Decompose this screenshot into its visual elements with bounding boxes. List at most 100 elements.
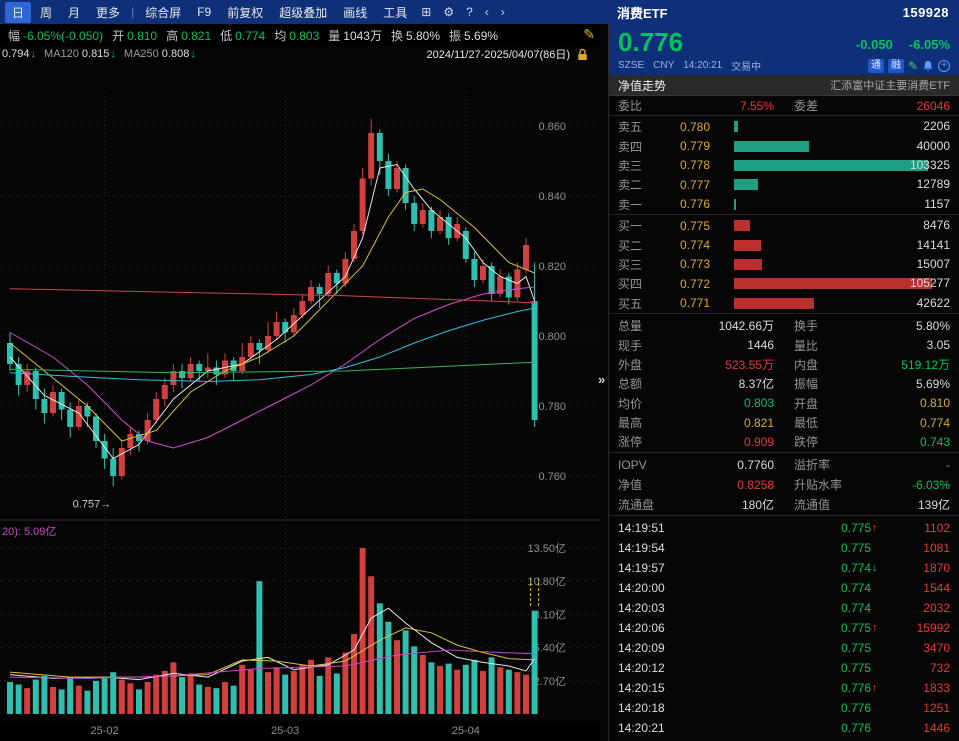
svg-text:0.800: 0.800 [538,331,566,343]
svg-text:0.820: 0.820 [538,261,566,273]
daily-stats-bar: 幅 -6.05%(-0.050) 开 0.810 高 0.821 低 0.774 均 0.803 量… [0,24,600,46]
tick-row: 14:19:57 0.774 ↓ 1870 [618,560,950,575]
bid-depth-bar [734,297,815,309]
collapse-panel-icon[interactable]: » [598,372,606,387]
ask-row[interactable]: 卖二 0.777 12789 [618,177,950,193]
next-page-icon[interactable]: › [500,5,505,19]
stat-cell-开盘: 开盘 0.810 [794,396,950,411]
fund-row: 净值走势 汇添富中证主要消费ETF [609,75,959,96]
annotate-icon[interactable]: ✎ [583,26,595,42]
tick-row: 14:20:03 0.774 2032 [618,600,950,615]
ask-depth-bar [734,121,739,133]
weicha-value: 26046 [916,98,950,113]
bid-row[interactable]: 买三 0.773 15007 [618,256,950,272]
ask-depth-bar [734,198,737,210]
stat-cell-量比: 量比 3.05 [794,338,950,353]
price-change: -0.050 [855,37,893,52]
bid-depth-bar [734,278,932,290]
ma-label: MA250 [123,48,159,60]
menu-tab-日[interactable]: 日 [5,1,32,23]
stat-cell-振幅: 振幅 5.69% [794,376,950,392]
svg-text:13.50亿: 13.50亿 [527,542,566,555]
menu-tool-画线[interactable]: 画线 [343,5,368,20]
weicha-label: 委差 [794,99,819,113]
svg-text:5.40亿: 5.40亿 [534,642,566,655]
menu-tab-月[interactable]: 月 [68,5,81,20]
help-icon[interactable]: ? [466,5,473,19]
x-axis-label-25-03: 25-03 [271,725,300,737]
svg-text:0.757→: 0.757→ [73,499,112,511]
stat-cell-净值: 净值 0.8258 [618,477,774,493]
badge-融: 融 [887,58,904,73]
ask-depth-bar [734,140,810,152]
svg-text:0.840: 0.840 [538,191,566,203]
stat-均: 均 0.803 [274,28,320,43]
bid-order-book: 买一 0.775 8476 买二 0.774 14141 买三 0.773 15007 买四 0.7… [609,214,959,313]
svg-text:20): 5.09亿: 20): 5.09亿 [2,525,56,538]
prev-page-icon[interactable]: ‹ [484,5,489,19]
alert-bell-icon[interactable] [922,60,934,72]
ma-value: 0.794 [2,48,30,60]
tick-row: 14:20:18 0.776 1251 [618,700,950,715]
stat-高: 高 0.821 [166,28,212,43]
stat-cell-总量: 总量 1042.66万 [618,319,774,334]
stat-量: 量 1043万 [328,28,382,43]
stat-cell-流通值: 流通值 139亿 [794,498,950,513]
weibi-label: 委比 [618,99,643,113]
menu-tab-周[interactable]: 周 [40,5,53,20]
layout-icon[interactable]: ⊞ [421,5,432,19]
header-badges: 通融 ✎ + [867,58,950,73]
currency-label: CNY [653,60,675,71]
menu-separator: | [131,5,135,19]
stat-cell-最低: 最低 0.774 [794,415,950,431]
weibi-row: 委比 7.55% 委差 26046 [609,96,959,116]
tick-by-tick-list[interactable]: 14:19:51 0.775 ↑ 1102 14:19:54 0.775 1081 14:19… [609,514,959,741]
date-range: 2024/11/27-2025/04/07(86日) [426,49,570,61]
bid-row[interactable]: 买一 0.775 8476 [618,218,950,234]
add-icon[interactable]: + [938,59,950,72]
badge-通: 通 [867,58,884,73]
svg-text:8.10亿: 8.10亿 [534,608,566,621]
svg-text:0.780: 0.780 [538,401,566,413]
gear-icon[interactable]: ⚙ [443,5,455,19]
fund-full-name[interactable]: 汇添富中证主要消费ETF [830,80,950,92]
lock-icon[interactable] [577,48,588,61]
tick-row: 14:20:06 0.775 ↑ 15992 [618,620,950,635]
ask-row[interactable]: 卖五 0.780 2206 [618,119,950,135]
bid-depth-bar [734,258,763,270]
tick-row: 14:20:00 0.774 1544 [618,580,950,595]
menu-tool-前复权[interactable]: 前复权 [227,5,264,20]
tick-row: 14:20:12 0.775 732 [618,660,950,675]
down-arrow-icon: ↓ [190,48,196,60]
candlestick-chart[interactable]: 0.860 0.840 0.820 0.800 0.780 0.760 13.50亿 10.8… [0,62,600,722]
stat-振: 振 5.69% [449,28,499,43]
menubar: 日周月更多 | 综合屏 F9 前复权 超级叠加 画线 工具 ⊞ ⚙? ‹ › 消费ETF 159928 [0,0,959,24]
edit-icon[interactable]: ✎ [907,58,918,73]
stat-开: 开 0.810 [112,28,158,43]
last-price: 0.776 [618,27,684,57]
bid-row[interactable]: 买二 0.774 14141 [618,237,950,253]
ask-row[interactable]: 卖四 0.779 40000 [618,138,950,154]
bid-row[interactable]: 买五 0.771 42622 [618,295,950,311]
down-arrow-icon: ↓ [30,48,37,60]
menu-tab-更多[interactable]: 更多 [96,5,121,20]
price-change-pct: -6.05% [908,37,950,52]
menu-tool-工具[interactable]: 工具 [383,5,408,20]
menu-tool-综合屏[interactable]: 综合屏 [145,5,182,20]
iopv-grid: IOPV 0.7760 溢折率 - 净值 0.8258 升贴水率 -6.03% 流通盘 180亿 流… [609,451,959,515]
stat-幅: 幅 -6.05%(-0.050) [8,28,104,43]
menu-tool-超级叠加[interactable]: 超级叠加 [279,5,328,20]
ask-row[interactable]: 卖三 0.778 103325 [618,157,950,173]
quote-header: 0.776 -0.050 -6.05% SZSE CNY 14:20:21 交易… [609,24,959,75]
menu-left: 日周月更多 | 综合屏 F9 前复权 超级叠加 画线 工具 ⊞ ⚙? ‹ › [0,1,511,23]
menu-tool-F9[interactable]: F9 [197,5,212,19]
weibi-value: 7.55% [739,98,774,113]
ask-order-book: 卖五 0.780 2206 卖四 0.779 40000 卖三 0.778 103325 卖二 0.… [609,116,959,214]
stats-grid: 总量 1042.66万 换手 5.80% 现手 1446 量比 3.05 外盘 523.55万 内盘… [609,312,959,452]
tab-nav-value-trend[interactable]: 净值走势 [618,78,667,93]
panel-splitter[interactable]: » [598,24,608,741]
bid-row[interactable]: 买四 0.772 105277 [618,276,950,292]
ask-row[interactable]: 卖一 0.776 1157 [618,196,950,212]
svg-text:2.70亿: 2.70亿 [534,675,566,688]
